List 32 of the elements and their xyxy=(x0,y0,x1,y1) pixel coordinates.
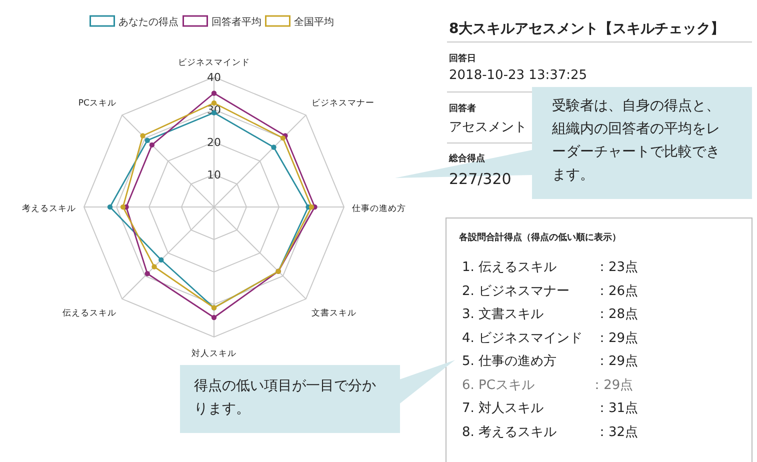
spoke-label: 仕事の進め方 xyxy=(352,203,406,214)
y-tick-label: 10 xyxy=(207,168,221,182)
y-tick-label: 20 xyxy=(207,136,221,149)
text: 7. 対人スキル ：31点 xyxy=(462,400,638,417)
text: 3. 文書スキル ：28点 xyxy=(462,306,638,323)
spoke-label: ビジネスマナー xyxy=(312,97,375,108)
text: 227/320 xyxy=(449,170,512,188)
text: 8. 考えるスキル ：32点 xyxy=(462,424,638,440)
text: アセスメント xyxy=(449,119,527,136)
text: 各設問合計得点（得点の低い順に表示） xyxy=(459,231,621,244)
text: 1. 伝えるスキル ：23点 xyxy=(462,259,638,276)
text: 2. ビジネスマナー ：26点 xyxy=(462,282,638,300)
legend-label: あなたの得点 xyxy=(118,16,178,28)
spoke-label: ビジネスマインド xyxy=(178,57,250,68)
text: 受験者は、自身の得点と、組織内の回答者の平均をレーダーチャートで比較できます。 xyxy=(532,87,752,199)
text: 回答者 xyxy=(449,102,476,115)
text: 得点の低い項目が一目で分かります。 xyxy=(180,365,400,433)
text: 5. 仕事の進め方 ：29点 xyxy=(462,353,638,370)
spoke-label: 考えるスキル xyxy=(22,203,76,214)
text: 6. PCスキル ：29点 xyxy=(462,376,634,394)
legend-label: 全国平均 xyxy=(294,16,334,28)
spoke-label: PCスキル xyxy=(78,98,116,108)
text: 回答日 xyxy=(449,52,476,65)
spoke-label: 伝えるスキル xyxy=(62,308,116,319)
text: 総合得点 xyxy=(449,152,485,165)
spoke-label: 文書スキル xyxy=(312,308,357,319)
text: 4. ビジネスマインド ：29点 xyxy=(462,330,638,346)
text: 2018-10-23 13:37:25 xyxy=(449,68,588,83)
spoke-label: 対人スキル xyxy=(192,348,236,359)
y-tick-label: 40 xyxy=(207,71,221,84)
text: 8大スキルアセスメント【スキルチェック】 xyxy=(449,20,725,38)
legend-label: 回答者平均 xyxy=(211,16,262,28)
